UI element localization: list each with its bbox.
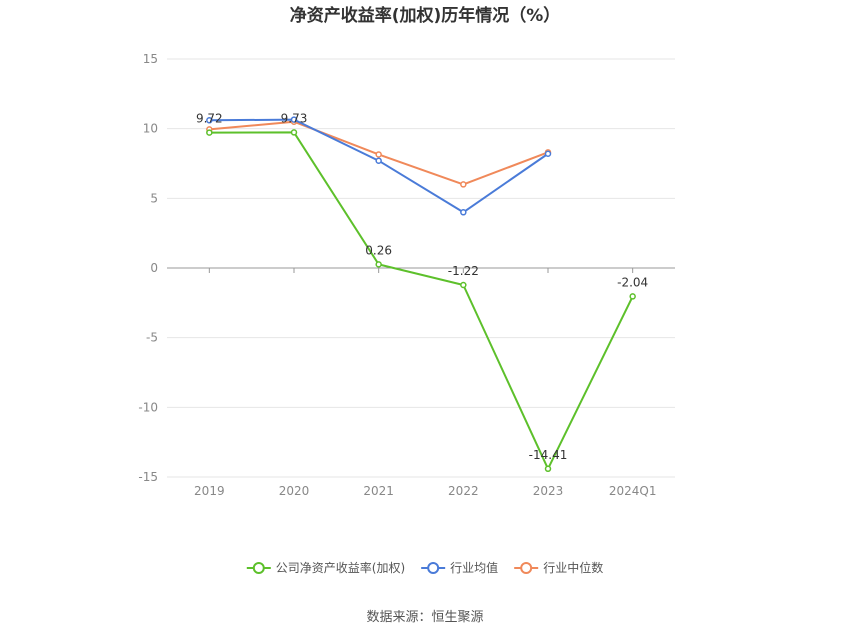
legend-label: 行业均值 — [450, 560, 498, 575]
y-tick-label: 5 — [150, 191, 158, 205]
legend-item[interactable]: 行业中位数 — [514, 560, 603, 575]
series-line — [209, 131, 634, 470]
legend-marker-icon — [427, 562, 440, 574]
x-tick-label: 2021 — [363, 484, 394, 498]
legend-marker-icon — [520, 562, 533, 574]
x-tick-label: 2019 — [194, 484, 225, 498]
series-layer: 9.72 9.73 0.26 -1.22 -14.41 -2.04 — [196, 111, 648, 473]
data-point[interactable] — [460, 209, 467, 216]
data-label: 0.26 — [365, 243, 392, 257]
data-point[interactable] — [290, 116, 298, 123]
x-tick-label: 2022 — [448, 484, 479, 498]
y-tick-label: -5 — [146, 331, 158, 345]
data-point[interactable] — [629, 293, 636, 300]
series-3 — [206, 118, 552, 188]
y-tick-label: -15 — [138, 470, 158, 484]
x-tick-label: 2020 — [279, 484, 310, 498]
data-label: -1.22 — [448, 264, 479, 278]
legend-label: 行业中位数 — [543, 560, 603, 575]
legend-item[interactable]: 行业均值 — [421, 560, 498, 575]
series-1: 9.72 9.73 0.26 -1.22 -14.41 -2.04 — [196, 111, 648, 473]
data-label: -2.04 — [617, 275, 648, 289]
y-tick-label: 15 — [143, 52, 158, 66]
x-tick-label: 2023 — [533, 484, 564, 498]
data-label: -14.41 — [529, 448, 568, 462]
data-label: 9.72 — [196, 112, 223, 126]
y-tick-label: -10 — [138, 400, 158, 414]
chart-title: 净资产收益率(加权)历年情况（%） — [290, 5, 561, 26]
legend-item[interactable]: 公司净资产收益率(加权) — [246, 560, 405, 575]
y-tick-label: 10 — [143, 122, 158, 136]
data-point[interactable] — [460, 281, 467, 289]
data-point[interactable] — [375, 151, 382, 158]
data-point[interactable] — [375, 157, 382, 164]
y-tick-label: 0 — [150, 261, 158, 275]
x-tick-label: 2024Q1 — [609, 484, 657, 498]
data-point[interactable] — [206, 129, 213, 136]
legend-label: 公司净资产收益率(加权) — [276, 560, 405, 575]
grid-lines — [167, 58, 675, 478]
data-point[interactable] — [375, 261, 382, 268]
legend-marker-icon — [252, 562, 265, 574]
series-2 — [206, 116, 552, 216]
x-axis: 2019 2020 2021 2022 2023 2024Q1 — [194, 268, 656, 498]
data-point[interactable] — [290, 129, 298, 136]
legend[interactable]: 公司净资产收益率(加权) 行业均值 行业中位数 — [246, 560, 603, 575]
y-axis: 15 10 5 0 -5 -10 -15 — [138, 52, 158, 484]
data-label: 9.73 — [281, 111, 308, 125]
data-source: 数据来源：恒生聚源 — [366, 610, 483, 625]
data-point[interactable] — [544, 150, 552, 157]
data-point[interactable] — [206, 117, 213, 124]
data-point[interactable] — [460, 181, 467, 188]
data-point[interactable] — [544, 465, 552, 473]
